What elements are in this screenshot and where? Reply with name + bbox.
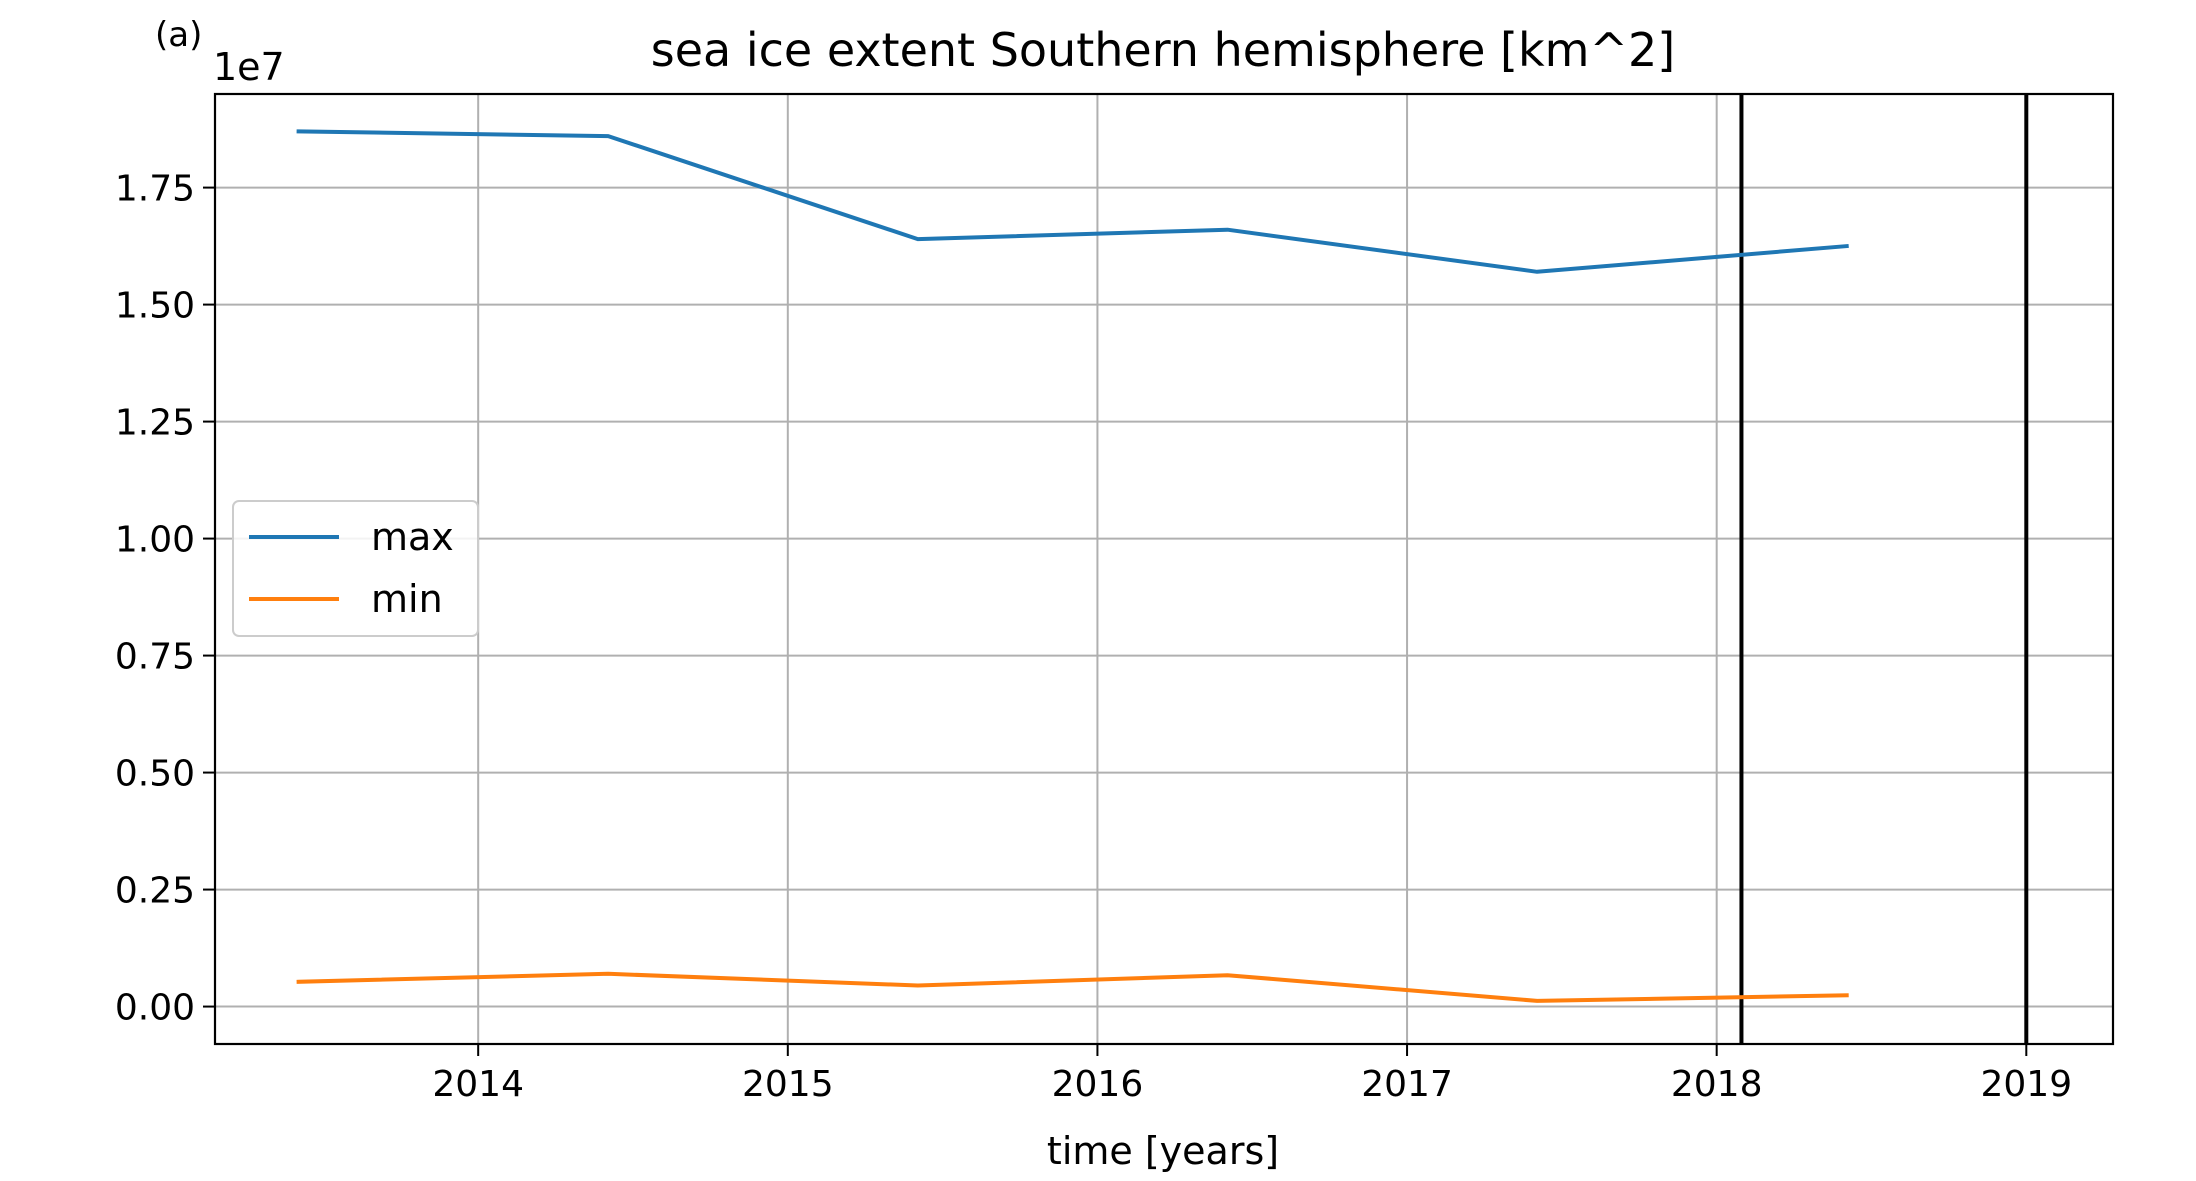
y-tick-label: 1.25: [115, 403, 195, 444]
grid: [215, 94, 2113, 1044]
x-tick-label: 2019: [1980, 1064, 2072, 1105]
y-tick-label: 1.00: [115, 520, 195, 561]
x-tick-label: 2016: [1052, 1064, 1144, 1105]
legend-entry-max: max: [371, 515, 454, 559]
series-line-max: [296, 129, 1849, 274]
x-tick-label: 2017: [1361, 1064, 1453, 1105]
legend-entry-min: min: [371, 577, 443, 621]
y-axis-offset-label: 1e7: [213, 45, 285, 89]
y-tick-label: 0.75: [115, 637, 195, 678]
y-tick-label: 1.50: [115, 286, 195, 327]
y-tick-label: 1.75: [115, 169, 195, 210]
legend-box: [232, 500, 479, 637]
y-tick-label: 0.50: [115, 754, 195, 795]
x-axis-label: time [years]: [1047, 1129, 1279, 1173]
x-tick-label: 2015: [742, 1064, 834, 1105]
x-tick-label: 2018: [1671, 1064, 1763, 1105]
axis-ticks: 2014 2015 2016 2017 2018 2019 0.00 0.25 0.50 0.75…: [115, 169, 2072, 1105]
y-tick-label: 0.00: [115, 988, 195, 1029]
plot-area-frame: [213, 92, 2115, 1046]
x-tick-label: 2014: [432, 1064, 524, 1105]
chart-title: sea ice extent Southern hemisphere [km^2…: [651, 23, 1675, 77]
panel-label: (a): [155, 15, 202, 55]
vertical-marker-lines: [1739, 94, 2029, 1044]
series-line-min: [296, 971, 1849, 1003]
series-lines: [296, 129, 1849, 1003]
y-tick-label: 0.25: [115, 871, 195, 912]
legend: max min: [232, 500, 479, 637]
